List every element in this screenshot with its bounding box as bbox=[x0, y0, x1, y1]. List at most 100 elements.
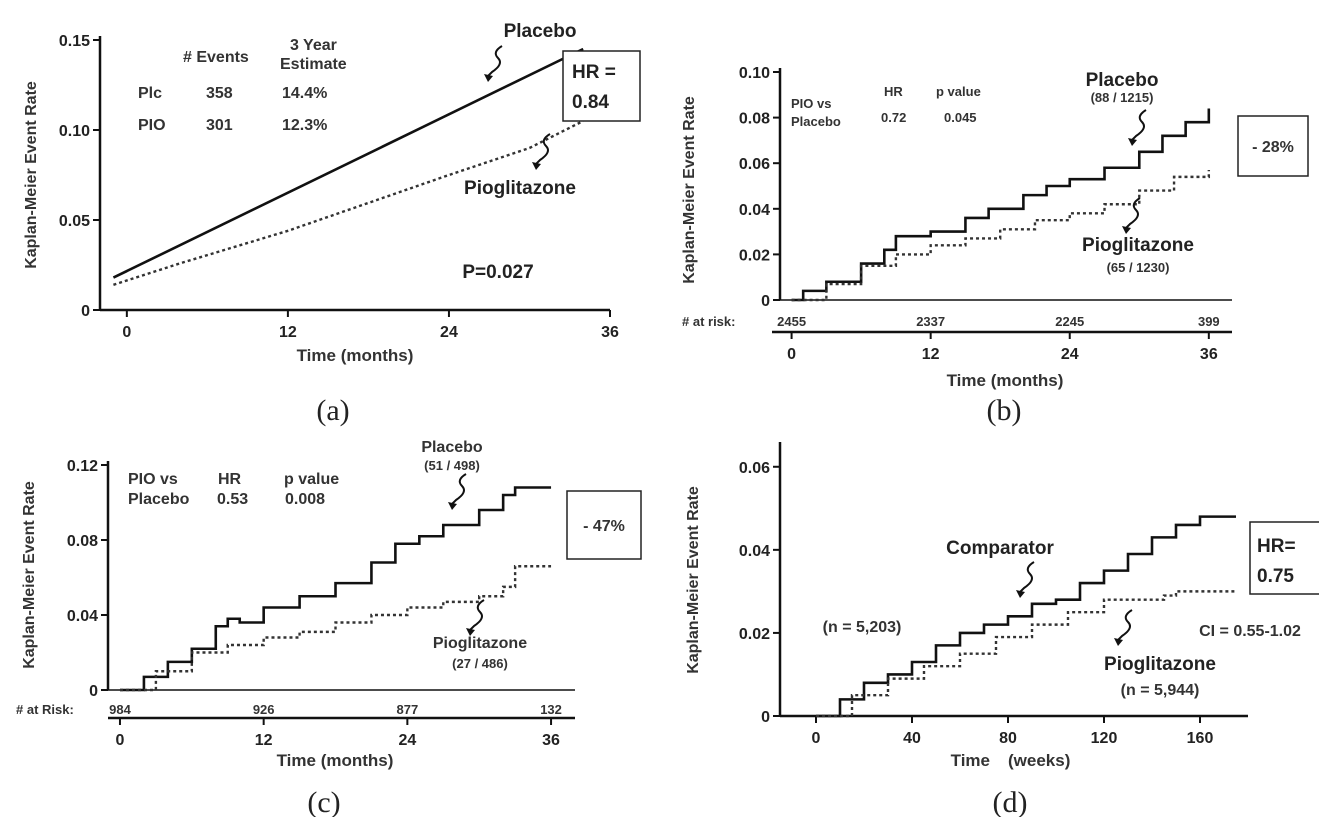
y-axis-label-c: Kaplan-Meier Event Rate bbox=[21, 481, 38, 669]
pioglitazone-arrow-c bbox=[469, 599, 485, 631]
table-row-estimate: 12.3% bbox=[282, 117, 327, 134]
series-line-pioglitazone-b bbox=[791, 170, 1211, 302]
x-tick-label-b: 12 bbox=[922, 346, 940, 363]
ci-value-d: CI = 0.55-1.02 bbox=[1199, 623, 1301, 640]
at-risk-value-b: 2337 bbox=[916, 314, 945, 329]
table-header-3year: 3 Year bbox=[290, 37, 337, 54]
x-tick-label-a: 36 bbox=[601, 324, 619, 341]
panel-label-c: (c) bbox=[307, 786, 340, 817]
placebo-arrow-c-head bbox=[448, 502, 457, 510]
chart-a: 0 0.05 0.10 0.15 0 12 24 36 Kaplan-Meier Event R… bbox=[23, 21, 641, 427]
y-tick-label-b: 0.02 bbox=[739, 247, 770, 264]
at-risk-value-c: 926 bbox=[253, 702, 275, 717]
hr-box-d bbox=[1249, 521, 1319, 595]
comparator-arrow-d bbox=[1019, 561, 1035, 593]
table-row-events: 358 bbox=[206, 85, 233, 102]
y-axis-label-b: Kaplan-Meier Event Rate bbox=[681, 96, 698, 284]
table-row-label: PIO bbox=[138, 117, 166, 134]
hr-box-line1-a: HR = bbox=[572, 62, 616, 83]
x-axis-label-weeks-d: (weeks) bbox=[1008, 751, 1070, 770]
series-line-pioglitazone-a bbox=[113, 119, 584, 286]
x-tick-label-d: 120 bbox=[1091, 730, 1118, 747]
table-row-events: 301 bbox=[206, 117, 233, 134]
y-tick-label-c: 0.04 bbox=[67, 608, 98, 625]
at-risk-value-b: 2455 bbox=[777, 314, 806, 329]
y-axis-label-d: Kaplan-Meier Event Rate bbox=[685, 486, 702, 674]
table-row-label-b1: PIO vs bbox=[791, 96, 831, 111]
at-risk-value-c: 877 bbox=[397, 702, 419, 717]
x-axis-label-time-d: Time bbox=[951, 751, 990, 770]
series-count-placebo-c: (51 / 498) bbox=[424, 458, 480, 473]
chart-c: 0 0.04 0.08 0.12 0 12 24 36 Kaplan-Meier Event R… bbox=[16, 439, 642, 817]
table-header-p-b: p value bbox=[936, 84, 981, 99]
reduction-box-c bbox=[566, 490, 642, 560]
pioglitazone-arrow-d-head bbox=[1114, 638, 1123, 646]
at-risk-value-b: 2245 bbox=[1055, 314, 1084, 329]
x-tick-label-d: 0 bbox=[812, 730, 821, 747]
chart-b: 0 0.02 0.04 0.06 0.08 0.10 0 12 24 36 Kaplan-Meier… bbox=[681, 65, 1309, 427]
y-tick-label-c: 0.12 bbox=[67, 458, 98, 475]
series-label-comparator-d: Comparator bbox=[946, 538, 1054, 559]
table-row-label-c2: Placebo bbox=[128, 491, 190, 508]
panel-b: 0 0.02 0.04 0.06 0.08 0.10 0 12 24 36 Kaplan-Meier… bbox=[660, 0, 1319, 427]
table-header-events: # Events bbox=[183, 49, 249, 66]
pioglitazone-arrow-b bbox=[1125, 197, 1141, 229]
series-count-pioglitazone-c: (27 / 486) bbox=[452, 656, 508, 671]
placebo-arrow-a-head bbox=[484, 74, 493, 82]
pioglitazone-arrow-c-head bbox=[466, 628, 475, 636]
panel-label-d: (d) bbox=[993, 786, 1028, 817]
y-tick-label-a: 0 bbox=[81, 303, 90, 320]
pioglitazone-arrow-a-head bbox=[532, 162, 541, 170]
placebo-arrow-a bbox=[487, 45, 503, 77]
y-tick-label-a: 0.05 bbox=[59, 213, 90, 230]
reduction-value-c: - 47% bbox=[583, 518, 625, 535]
table-header-estimate: Estimate bbox=[280, 56, 347, 73]
panel-d: 0 0.02 0.04 0.06 0 40 80 120 160 Kaplan-Meier Eve… bbox=[660, 420, 1319, 817]
series-count-placebo-b: (88 / 1215) bbox=[1091, 90, 1154, 105]
x-tick-label-c: 12 bbox=[255, 732, 273, 749]
y-tick-label-b: 0.04 bbox=[739, 202, 770, 219]
x-tick-label-d: 40 bbox=[903, 730, 921, 747]
placebo-arrow-b-head bbox=[1128, 138, 1137, 146]
panel-a: 0 0.05 0.10 0.15 0 12 24 36 Kaplan-Meier Event R… bbox=[0, 0, 650, 427]
y-tick-label-d: 0.04 bbox=[739, 543, 770, 560]
placebo-arrow-c bbox=[451, 473, 467, 505]
x-tick-label-d: 80 bbox=[999, 730, 1017, 747]
y-tick-label-a: 0.15 bbox=[59, 33, 90, 50]
series-line-placebo-a bbox=[112, 47, 584, 279]
y-tick-label-d: 0.06 bbox=[739, 460, 770, 477]
x-tick-label-c: 36 bbox=[542, 732, 560, 749]
reduction-value-b: - 28% bbox=[1252, 139, 1294, 156]
series-line-pioglitazone-c bbox=[119, 565, 552, 692]
x-tick-label-c: 24 bbox=[398, 732, 416, 749]
comparator-arrow-d-head bbox=[1016, 590, 1025, 598]
p-value-b: 0.045 bbox=[944, 110, 977, 125]
hr-box-line1-d: HR= bbox=[1257, 536, 1296, 557]
series-count-pioglitazone-d: (n = 5,944) bbox=[1121, 682, 1200, 699]
hr-box-line2-d: 0.75 bbox=[1257, 566, 1294, 587]
series-count-comparator-d: (n = 5,203) bbox=[823, 619, 902, 636]
y-tick-label-b: 0.08 bbox=[739, 111, 770, 128]
table-row-estimate: 14.4% bbox=[282, 85, 327, 102]
table-header-p-c: p value bbox=[284, 471, 339, 488]
panel-c: 0 0.04 0.08 0.12 0 12 24 36 Kaplan-Meier Event R… bbox=[0, 420, 650, 817]
series-label-pioglitazone-c: Pioglitazone bbox=[433, 635, 527, 652]
series-label-pioglitazone: Pioglitazone bbox=[464, 178, 576, 199]
table-row-label-c1: PIO vs bbox=[128, 471, 178, 488]
pioglitazone-arrow-d bbox=[1117, 609, 1133, 641]
series-label-pioglitazone-b: Pioglitazone bbox=[1082, 235, 1194, 256]
chart-d: 0 0.02 0.04 0.06 0 40 80 120 160 Kaplan-Meier Eve… bbox=[685, 442, 1319, 817]
y-tick-label-c: 0 bbox=[89, 683, 98, 700]
panel-label-b: (b) bbox=[987, 394, 1022, 427]
table-header-hr-c: HR bbox=[218, 471, 242, 488]
panel-label-a: (a) bbox=[316, 394, 349, 427]
y-tick-label-b: 0 bbox=[761, 293, 770, 310]
series-label-placebo-b: Placebo bbox=[1086, 70, 1159, 91]
x-tick-label-a: 0 bbox=[122, 324, 131, 341]
y-tick-label-b: 0.10 bbox=[739, 65, 770, 82]
x-tick-label-c: 0 bbox=[116, 732, 125, 749]
y-tick-label-c: 0.08 bbox=[67, 533, 98, 550]
x-tick-label-b: 36 bbox=[1200, 346, 1218, 363]
series-line-placebo-c bbox=[119, 486, 552, 692]
x-axis-label-b: Time (months) bbox=[947, 371, 1064, 390]
